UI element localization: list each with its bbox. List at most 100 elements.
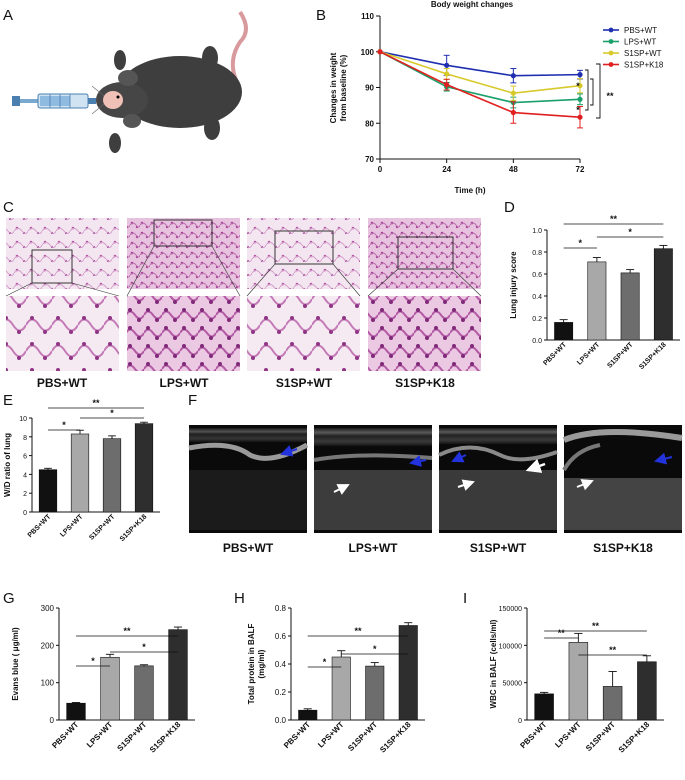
legend-label: PBS+WT xyxy=(624,26,657,35)
significance-label: ** xyxy=(609,645,617,655)
zoom-box-pbs xyxy=(31,249,73,284)
bar-2 xyxy=(602,686,623,721)
ytick-label: 300 xyxy=(41,604,55,613)
significance-label: * xyxy=(91,656,95,666)
significance-bracket xyxy=(590,78,594,106)
chart-b-xtick-label: 48 xyxy=(509,165,518,174)
chart-b-xtick-label: 72 xyxy=(576,165,585,174)
significance-label: * xyxy=(323,657,327,667)
significance-label: ** xyxy=(610,214,618,224)
caption-f-s1sp-k18: S1SP+K18 xyxy=(593,541,653,555)
bar-1 xyxy=(100,656,120,721)
significance-label: * xyxy=(110,408,114,418)
zoom-box-lps xyxy=(153,219,213,247)
category-label: PBS+WT xyxy=(27,513,53,539)
category-label: LPS+WT xyxy=(85,720,115,750)
blue-arrow-s1sp-k18 xyxy=(654,452,673,465)
y-axis-label: WBC in BALF (cells/ml) xyxy=(489,619,498,708)
legend-label: S1SP+WT xyxy=(624,49,662,58)
bar-2 xyxy=(134,665,154,721)
ytick-label: 0.0 xyxy=(532,338,542,345)
panel-letter-a: A xyxy=(3,7,13,24)
ytick-label: 0.8 xyxy=(275,604,287,613)
us-image-s1sp-wt xyxy=(438,425,558,533)
caption-c-lps: LPS+WT xyxy=(159,376,209,390)
ytick-label: 1.0 xyxy=(532,228,542,235)
caption-c-s1sp-wt: S1SP+WT xyxy=(276,376,333,390)
ytick-label: 4 xyxy=(23,472,27,479)
data-point xyxy=(510,109,516,116)
significance-label: ** xyxy=(592,621,600,631)
category-label: S1SP+WT xyxy=(88,513,117,542)
ytick-label: 0.2 xyxy=(532,316,542,323)
caption-f-s1sp-wt: S1SP+WT xyxy=(470,541,527,555)
significance-label: ** xyxy=(354,626,362,636)
white-arrow-s1sp-wt-2 xyxy=(525,458,546,473)
ytick-label: 150000 xyxy=(499,606,522,613)
bar-1 xyxy=(331,656,351,721)
category-label: S1SP+WT xyxy=(584,720,617,753)
chart-b-ylabel-line2: from baseline (%) xyxy=(339,54,348,121)
ytick-label: 0 xyxy=(518,718,522,725)
chart-b-ylabel-line1: Changes in weight xyxy=(329,52,338,123)
data-point xyxy=(444,62,450,68)
significance-label: ** xyxy=(123,626,131,636)
bar-1 xyxy=(568,642,589,721)
legend-label: LPS+WT xyxy=(624,38,656,47)
blue-arrow-lps xyxy=(409,455,427,467)
total-protein-bar-chart: 0.0 0.2 0.4 0.6 0.8 PBS+WT LPS+WT S1SP+WTS1SP+K… xyxy=(247,604,425,755)
y-axis-label: Lung injury score xyxy=(509,251,518,319)
blue-arrow-pbs xyxy=(280,445,298,457)
y-axis-label: (mg/ml) xyxy=(257,649,266,678)
mouse-icon xyxy=(91,10,248,153)
he-image-s1sp-k18-top xyxy=(368,218,481,289)
chart-b-title: Body weight changes xyxy=(431,0,514,9)
data-point xyxy=(577,114,583,120)
panel-letter-b: B xyxy=(316,7,326,24)
data-point xyxy=(444,71,450,77)
chart-b-ytick-label: 110 xyxy=(361,12,374,21)
significance-label: ** xyxy=(558,628,566,638)
white-arrow-s1sp-wt-1 xyxy=(457,479,475,491)
syringe-icon xyxy=(12,93,104,109)
ytick-label: 0.2 xyxy=(275,688,287,697)
panel-letter-i: I xyxy=(463,590,467,607)
category-label: PBS+WT xyxy=(50,720,80,750)
panel-letter-e: E xyxy=(3,392,13,409)
category-label: LPS+WT xyxy=(59,513,85,539)
legend-swatch-dot xyxy=(608,27,614,33)
bar-0 xyxy=(38,469,58,513)
significance-star: ** xyxy=(606,91,614,101)
category-label: S1SP+K18 xyxy=(378,720,413,755)
bar-2 xyxy=(620,272,640,341)
bar-0 xyxy=(554,322,574,341)
data-point xyxy=(577,96,583,102)
zoom-box-s1sp-wt xyxy=(274,230,334,265)
data-point xyxy=(444,82,450,88)
legend-swatch-dot xyxy=(608,39,614,44)
bar-3 xyxy=(134,423,154,513)
ytick-label: 0.6 xyxy=(532,272,542,279)
data-point xyxy=(577,83,583,89)
he-image-pbs-top xyxy=(6,218,119,289)
ytick-label: 2 xyxy=(23,491,27,498)
chart-b-xlabel: Time (h) xyxy=(455,186,486,195)
ytick-label: 0.4 xyxy=(275,660,287,669)
he-image-s1sp-k18-zoom xyxy=(368,296,481,371)
category-label: S1SP+K18 xyxy=(638,341,668,371)
caption-c-pbs: PBS+WT xyxy=(37,376,88,390)
significance-star: * xyxy=(576,81,580,91)
ytick-label: 0.0 xyxy=(275,716,287,725)
ytick-label: 8 xyxy=(23,435,27,442)
ytick-label: 0.4 xyxy=(532,294,542,301)
caption-f-lps: LPS+WT xyxy=(348,541,398,555)
panel-letter-d: D xyxy=(504,199,515,216)
chart-b-xtick-label: 24 xyxy=(442,165,451,174)
series-line-2 xyxy=(379,50,581,95)
histology-panel: PBS+WT LPS+WT S1SP+WT S1SP+K18 xyxy=(5,218,482,390)
category-label: PBS+WT xyxy=(518,720,548,750)
data-point xyxy=(510,73,516,79)
legend-swatch-dot xyxy=(608,62,614,67)
